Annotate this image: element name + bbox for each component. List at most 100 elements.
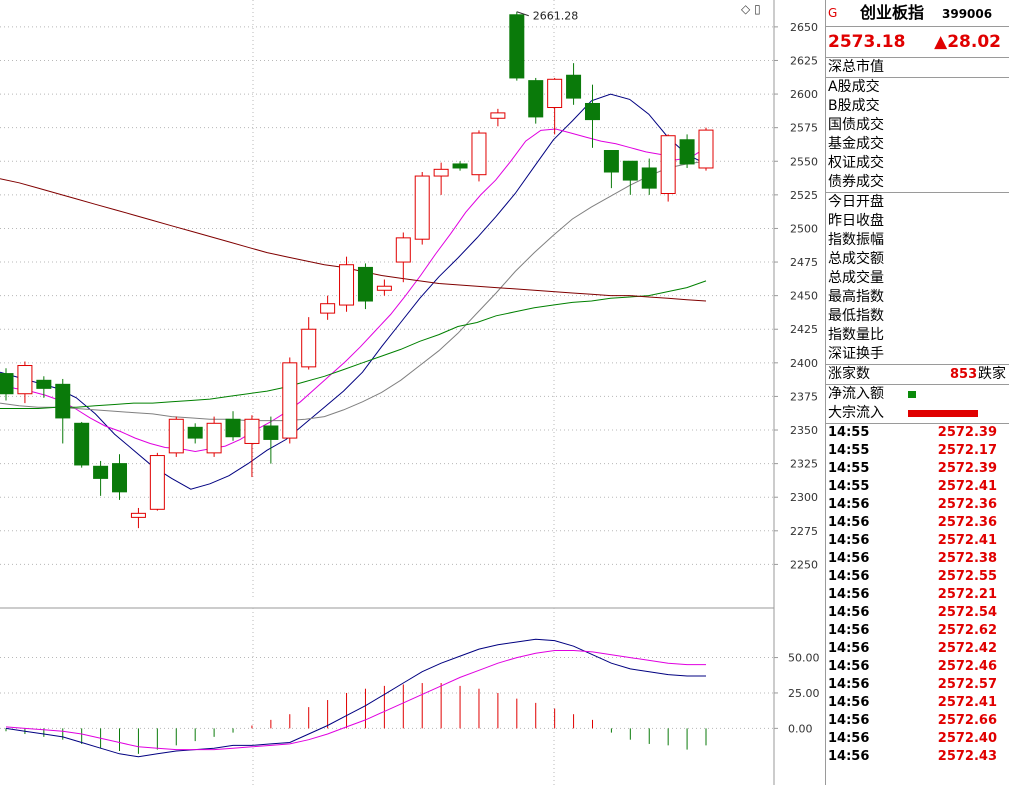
advance-count: 853 — [950, 367, 978, 382]
tick-time: 14:56 — [828, 713, 870, 728]
candle-body — [547, 78, 563, 109]
tick-time: 14:55 — [828, 461, 870, 476]
tick-time: 14:56 — [828, 551, 870, 566]
tick-value: 2572.57 — [937, 677, 997, 692]
candle-body — [603, 150, 619, 173]
bulk-inflow-row: 大宗流入 — [826, 404, 1009, 423]
candle-body — [414, 175, 430, 240]
tick-time: 14:56 — [828, 677, 870, 692]
tick-value: 2572.43 — [937, 749, 997, 764]
candle-body — [0, 373, 14, 395]
tick-time: 14:56 — [828, 695, 870, 710]
candle-body — [641, 167, 657, 189]
candle-body — [301, 328, 317, 368]
section-flows: 净流入额 大宗流入 — [826, 385, 1009, 424]
candle-body — [17, 365, 33, 395]
price-tick-label: 2600 — [790, 88, 818, 101]
diamond-icon[interactable]: ◇ — [741, 2, 751, 16]
macd-tick-label: 0.00 — [788, 722, 813, 735]
tick-row: 14:55 2572.41 — [826, 478, 1009, 496]
field-label: 深证换手 — [828, 346, 884, 362]
candle-body — [168, 418, 184, 454]
field-label: 最低指数 — [828, 308, 884, 324]
price-tick-label: 2450 — [790, 290, 818, 303]
field-label: B股成交 — [828, 98, 880, 114]
tick-list[interactable]: 14:55 2572.39 14:55 2572.17 14:55 2572.39 14:5… — [826, 424, 1009, 766]
tick-time: 14:56 — [828, 731, 870, 746]
candle-body — [584, 102, 600, 121]
tick-time: 14:56 — [828, 623, 870, 638]
tick-time: 14:56 — [828, 515, 870, 530]
tick-row: 14:55 2572.39 — [826, 460, 1009, 478]
candle-body — [130, 512, 146, 518]
candle-body — [74, 422, 90, 466]
field-label: 昨日收盘 — [828, 213, 884, 229]
price-tick-label: 2425 — [790, 323, 818, 336]
tick-row: 14:56 2572.57 — [826, 676, 1009, 694]
tick-row: 14:56 2572.54 — [826, 604, 1009, 622]
candle-body — [244, 418, 260, 444]
candle-body — [225, 418, 241, 438]
tick-row: 14:56 2572.40 — [826, 730, 1009, 748]
advance-label: 涨家数 — [828, 366, 870, 382]
tick-value: 2572.46 — [937, 659, 997, 674]
tick-time: 14:56 — [828, 659, 870, 674]
tick-value: 2572.39 — [937, 425, 997, 440]
decline-label: 跌家 — [978, 366, 1006, 382]
field-label: 总成交量 — [828, 270, 884, 286]
tick-time: 14:56 — [828, 497, 870, 512]
tick-time: 14:55 — [828, 479, 870, 494]
price-tick-label: 2400 — [790, 357, 818, 370]
tick-row: 14:56 2572.36 — [826, 496, 1009, 514]
chart-area[interactable]: 2650 2625 2600 2575 2550 2525 2500 2475 2450 2425… — [0, 0, 825, 785]
tick-value: 2572.66 — [937, 713, 997, 728]
index-name: 创业板指 — [860, 3, 925, 22]
field-label: 指数量比 — [828, 327, 884, 343]
chart-toolbar[interactable]: ◇ ▯ — [741, 2, 761, 16]
tick-value: 2572.40 — [937, 731, 997, 746]
tick-row: 14:55 2572.17 — [826, 442, 1009, 460]
candle-body — [149, 455, 165, 510]
tick-time: 14:56 — [828, 749, 870, 764]
bulk-inflow-label: 大宗流入 — [828, 405, 884, 421]
tick-time: 14:55 — [828, 443, 870, 458]
field-label: 总成交额 — [828, 251, 884, 267]
window-icon[interactable]: ▯ — [754, 2, 761, 16]
macd-line-dif — [5, 638, 706, 758]
field-label: 指数振幅 — [828, 232, 884, 248]
tick-value: 2572.17 — [937, 443, 997, 458]
price-tick-label: 2575 — [790, 122, 818, 135]
price-tick-label: 2275 — [790, 525, 818, 538]
macd-line-dea — [5, 650, 706, 751]
field-label: 基金成交 — [828, 136, 884, 152]
candle-body — [490, 112, 506, 119]
tick-value: 2572.21 — [937, 587, 997, 602]
tick-row: 14:56 2572.55 — [826, 568, 1009, 586]
field-label: 权证成交 — [828, 155, 884, 171]
candle-body — [206, 422, 222, 454]
high-pointer — [516, 11, 529, 17]
candle-body — [528, 80, 544, 118]
bulk-inflow-bar — [908, 410, 978, 417]
ma-line — [0, 280, 707, 409]
tick-row: 14:56 2572.66 — [826, 712, 1009, 730]
tick-value: 2572.42 — [937, 641, 997, 656]
group-marker: G — [828, 6, 838, 20]
candle-body — [395, 237, 411, 263]
candle-body — [433, 168, 449, 177]
candle-body — [282, 362, 298, 439]
last-price: 2573.18 — [828, 32, 906, 52]
tick-time: 14:56 — [828, 587, 870, 602]
tick-row: 14:56 2572.42 — [826, 640, 1009, 658]
field-label: 国债成交 — [828, 117, 884, 133]
candle-body — [339, 264, 355, 306]
candle-body — [320, 303, 336, 314]
field-label: 今日开盘 — [828, 194, 884, 210]
tick-row: 14:56 2572.62 — [826, 622, 1009, 640]
field-label: 深总市值 — [828, 59, 884, 75]
field-label: 最高指数 — [828, 289, 884, 305]
index-code: 399006 — [942, 7, 993, 21]
candlestick-chart[interactable]: 2650 2625 2600 2575 2550 2525 2500 2475 2450 2425… — [0, 0, 825, 785]
tick-row: 14:56 2572.21 — [826, 586, 1009, 604]
advance-decline-row: 涨家数 853 跌家 — [826, 365, 1009, 385]
